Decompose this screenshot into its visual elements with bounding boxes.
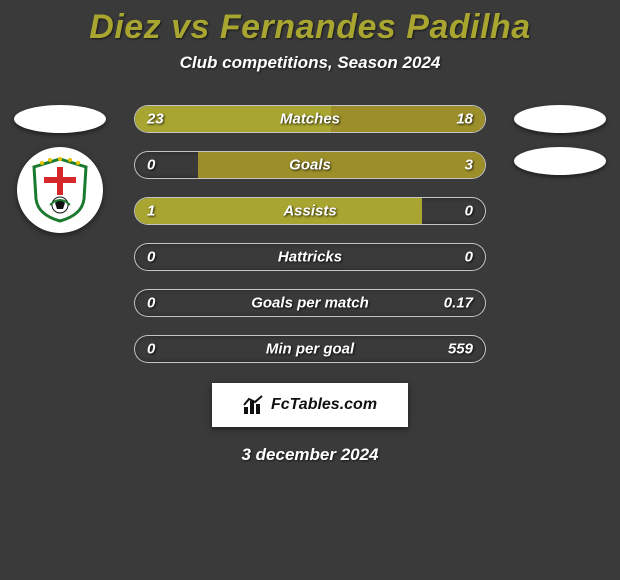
stat-value-left: 0 xyxy=(147,249,155,266)
page-title: Diez vs Fernandes Padilha xyxy=(0,0,620,47)
stat-label: Min per goal xyxy=(266,341,354,358)
stat-row: 0 Goals 3 xyxy=(134,151,486,179)
stat-value-left: 0 xyxy=(147,157,155,174)
stat-row: 1 Assists 0 xyxy=(134,197,486,225)
stat-value-right: 559 xyxy=(448,341,473,358)
club-badge-left xyxy=(17,147,103,233)
stat-fill-left xyxy=(135,198,422,224)
stat-value-right: 3 xyxy=(465,157,473,174)
stat-row: 0 Goals per match 0.17 xyxy=(134,289,486,317)
right-player-badges xyxy=(510,105,610,175)
stat-bars: 23 Matches 18 0 Goals 3 1 Assists 0 0 Hattricks 0 0 G… xyxy=(134,105,486,363)
stat-value-left: 0 xyxy=(147,295,155,312)
stat-label: Goals xyxy=(289,157,331,174)
stat-label: Goals per match xyxy=(251,295,369,312)
footer-date: 3 december 2024 xyxy=(0,445,620,465)
brand-label: FcTables.com xyxy=(271,396,377,414)
brand-box[interactable]: FcTables.com xyxy=(212,383,408,427)
comparison-panel: 23 Matches 18 0 Goals 3 1 Assists 0 0 Hattricks 0 0 G… xyxy=(0,105,620,363)
player-right-ellipse-1 xyxy=(514,105,606,133)
stat-value-left: 23 xyxy=(147,111,164,128)
season-subtitle: Club competitions, Season 2024 xyxy=(0,53,620,73)
player-right-ellipse-2 xyxy=(514,147,606,175)
shield-icon xyxy=(30,157,90,223)
stat-row: 0 Hattricks 0 xyxy=(134,243,486,271)
stat-value-right: 0 xyxy=(465,249,473,266)
stat-label: Hattricks xyxy=(278,249,342,266)
brand-chart-icon xyxy=(243,395,265,415)
stat-label: Assists xyxy=(283,203,336,220)
stat-fill-right xyxy=(198,152,485,178)
stat-row: 0 Min per goal 559 xyxy=(134,335,486,363)
left-player-badges xyxy=(10,105,110,233)
stat-value-left: 0 xyxy=(147,341,155,358)
stat-value-right: 0.17 xyxy=(444,295,473,312)
player-left-ellipse xyxy=(14,105,106,133)
stat-value-right: 0 xyxy=(465,203,473,220)
stat-label: Matches xyxy=(280,111,340,128)
stat-row: 23 Matches 18 xyxy=(134,105,486,133)
stat-value-right: 18 xyxy=(456,111,473,128)
stat-value-left: 1 xyxy=(147,203,155,220)
